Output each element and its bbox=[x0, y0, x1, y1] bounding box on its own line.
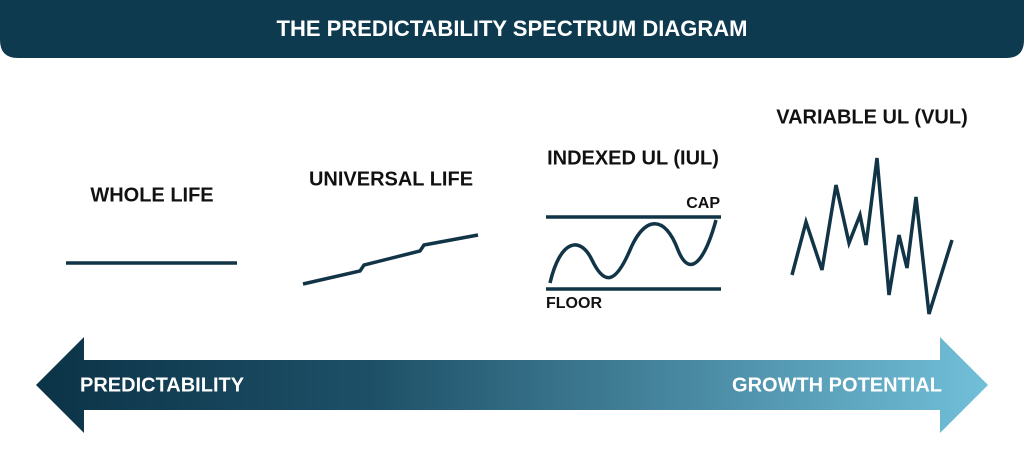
product-label: VARIABLE UL (VUL) bbox=[776, 106, 967, 128]
product-label: UNIVERSAL LIFE bbox=[309, 168, 473, 190]
floor-label: FLOOR bbox=[546, 295, 602, 312]
product-label: WHOLE LIFE bbox=[90, 184, 213, 206]
volatile-line bbox=[790, 157, 954, 315]
cap-label: CAP bbox=[686, 195, 720, 212]
title: THE PREDICTABILITY SPECTRUM DIAGRAM bbox=[277, 16, 748, 41]
arrow-left-label: PREDICTABILITY bbox=[80, 374, 245, 396]
header-bar bbox=[0, 0, 1024, 58]
wave-line bbox=[548, 219, 718, 284]
arrow-right-label: GROWTH POTENTIAL bbox=[732, 374, 942, 396]
step-line bbox=[302, 233, 479, 286]
spectrum-arrow bbox=[36, 337, 988, 433]
product-label: INDEXED UL (IUL) bbox=[547, 147, 719, 169]
